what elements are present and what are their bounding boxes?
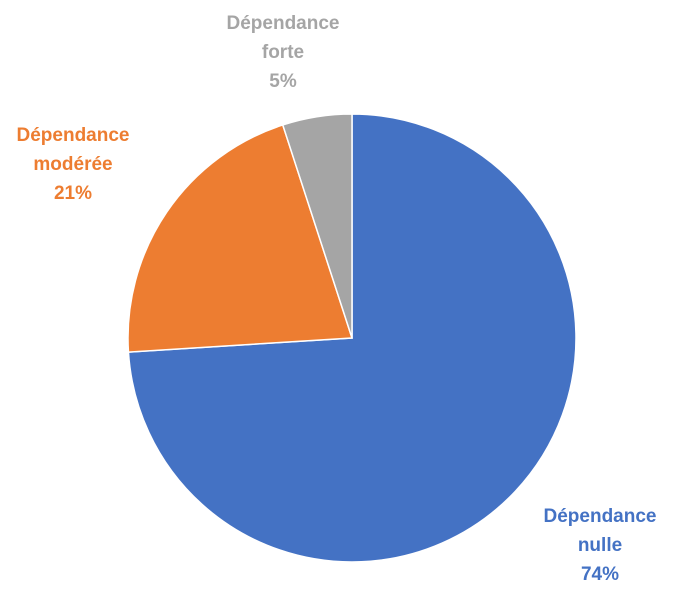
- data-label-name-line-1: Dépendance: [543, 506, 657, 527]
- data-label-dependance-nulle: Dépendance nulle 74%: [525, 502, 675, 589]
- data-label-name-line-1: Dépendance: [226, 13, 340, 34]
- data-label-name-line-2: nulle: [577, 535, 623, 556]
- pie-slice-dependance-moderee: [127, 124, 354, 353]
- data-label-value: 74%: [580, 564, 620, 585]
- data-label-dependance-forte: Dépendance forte 5%: [208, 9, 358, 96]
- data-label-value: 21%: [53, 183, 93, 204]
- data-label-name-line-2: modérée: [33, 154, 113, 175]
- pie-slice-dependance-forte: [281, 113, 353, 339]
- data-label-value: 5%: [269, 71, 297, 92]
- data-label-dependance-moderee: Dépendance modérée 21%: [0, 121, 146, 208]
- data-label-name-line-1: Dépendance: [16, 125, 130, 146]
- data-label-name-line-2: forte: [261, 42, 305, 63]
